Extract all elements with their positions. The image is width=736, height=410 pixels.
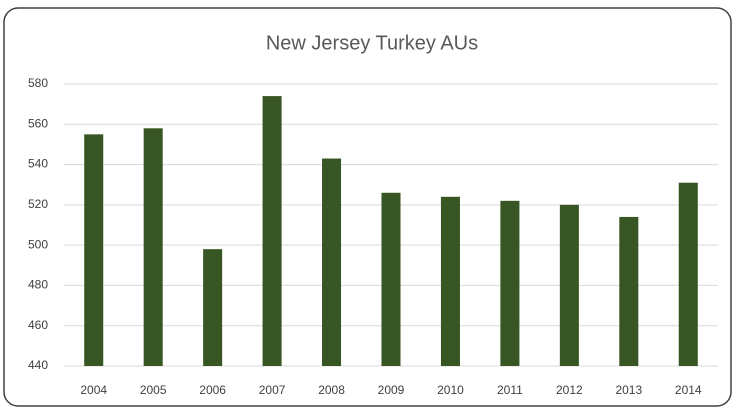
x-tick-label: 2008 (318, 383, 345, 397)
bar (440, 196, 460, 366)
bar (678, 182, 698, 366)
x-tick-label: 2011 (497, 383, 523, 397)
bar (143, 128, 163, 366)
bar (619, 216, 639, 366)
chart-frame (3, 7, 732, 407)
x-tick-label: 2012 (556, 383, 583, 397)
y-tick-label: 580 (28, 76, 48, 90)
bar (262, 96, 282, 366)
x-tick-label: 2004 (80, 383, 107, 397)
bar (500, 200, 520, 366)
y-tick-label: 520 (28, 197, 48, 211)
bar (203, 249, 223, 366)
y-tick-label: 480 (28, 278, 48, 292)
bar (559, 204, 579, 366)
chart-title: New Jersey Turkey AUs (266, 32, 478, 54)
x-tick-label: 2007 (259, 383, 286, 397)
x-tick-label: 2013 (615, 383, 642, 397)
x-tick-label: 2014 (675, 383, 702, 397)
bar (322, 158, 342, 366)
y-tick-label: 500 (28, 237, 48, 251)
x-tick-label: 2006 (199, 383, 226, 397)
x-tick-label: 2009 (378, 383, 405, 397)
y-tick-label: 460 (28, 318, 48, 332)
y-tick-label: 540 (28, 157, 48, 171)
y-tick-label: 440 (28, 358, 48, 372)
bar (84, 134, 104, 366)
x-tick-label: 2010 (437, 383, 464, 397)
y-tick-label: 560 (28, 116, 48, 130)
x-tick-label: 2005 (140, 383, 167, 397)
bar (381, 192, 401, 366)
